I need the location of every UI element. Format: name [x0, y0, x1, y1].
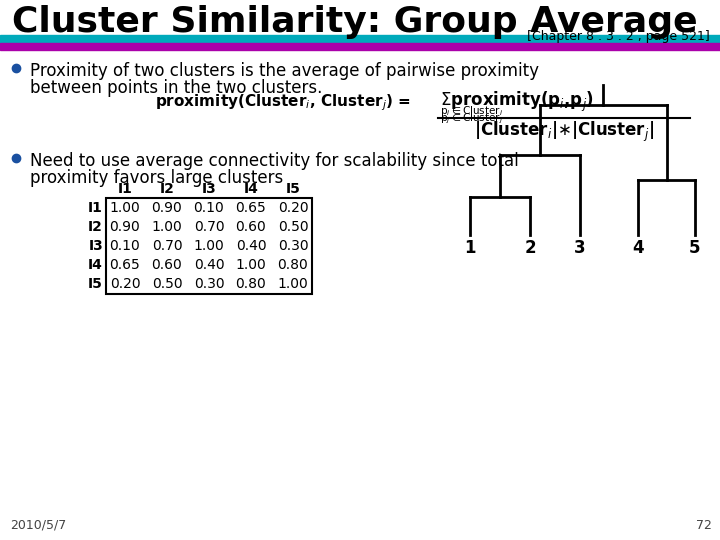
Text: I2: I2: [88, 220, 103, 234]
Text: 0.65: 0.65: [109, 258, 140, 272]
Text: 0.80: 0.80: [278, 258, 308, 272]
Text: I5: I5: [286, 182, 300, 196]
Bar: [106, 198, 312, 294]
Text: 0.10: 0.10: [194, 201, 225, 215]
Text: |Cluster$_i$|$\ast$|Cluster$_j$|: |Cluster$_i$|$\ast$|Cluster$_j$|: [474, 120, 654, 144]
Text: 1.00: 1.00: [109, 201, 140, 215]
Text: 0.40: 0.40: [235, 239, 266, 253]
Text: between points in the two clusters.: between points in the two clusters.: [30, 79, 323, 97]
Text: 2010/5/7: 2010/5/7: [10, 519, 66, 532]
Text: 0.65: 0.65: [235, 201, 266, 215]
Text: 0.90: 0.90: [109, 220, 140, 234]
Text: 0.30: 0.30: [194, 277, 225, 291]
Text: 0.10: 0.10: [109, 239, 140, 253]
Text: I3: I3: [89, 239, 103, 253]
Text: 5: 5: [689, 239, 701, 257]
Text: proximity favors large clusters: proximity favors large clusters: [30, 169, 283, 187]
Text: I4: I4: [88, 258, 103, 272]
Text: 0.70: 0.70: [194, 220, 225, 234]
Text: $\Sigma$proximity(p$_i$,p$_j$): $\Sigma$proximity(p$_i$,p$_j$): [440, 90, 594, 114]
Text: 0.70: 0.70: [152, 239, 182, 253]
Text: I2: I2: [160, 182, 174, 196]
Text: I4: I4: [243, 182, 258, 196]
Text: 0.60: 0.60: [152, 258, 182, 272]
Text: p$_i$$\in$Cluster$_i$: p$_i$$\in$Cluster$_i$: [440, 104, 503, 118]
Text: p$_j$$\in$Cluster$_j$: p$_j$$\in$Cluster$_j$: [440, 112, 503, 126]
Text: 0.40: 0.40: [194, 258, 225, 272]
Text: I1: I1: [117, 182, 132, 196]
Text: 0.20: 0.20: [278, 201, 308, 215]
Text: 4: 4: [632, 239, 644, 257]
Text: 0.20: 0.20: [109, 277, 140, 291]
Text: 0.60: 0.60: [235, 220, 266, 234]
Text: 1.00: 1.00: [152, 220, 182, 234]
Bar: [0, 35, 720, 43]
Text: 0.80: 0.80: [235, 277, 266, 291]
Text: 1.00: 1.00: [194, 239, 225, 253]
Text: 1.00: 1.00: [235, 258, 266, 272]
Bar: [0, 43, 720, 50]
Text: 0.30: 0.30: [278, 239, 308, 253]
Text: 72: 72: [696, 519, 712, 532]
Text: Cluster Similarity: Group Average: Cluster Similarity: Group Average: [12, 5, 698, 39]
Text: proximity(Cluster$_i$, Cluster$_j$) =: proximity(Cluster$_i$, Cluster$_j$) =: [155, 92, 411, 113]
Text: I5: I5: [88, 277, 103, 291]
Text: Proximity of two clusters is the average of pairwise proximity: Proximity of two clusters is the average…: [30, 62, 539, 80]
Text: 2: 2: [524, 239, 536, 257]
Text: Need to use average connectivity for scalability since total: Need to use average connectivity for sca…: [30, 152, 518, 170]
Text: I1: I1: [88, 201, 103, 215]
Text: 0.50: 0.50: [152, 277, 182, 291]
Text: I3: I3: [202, 182, 217, 196]
Text: [Chapter 8 . 3 . 2 , page 521]: [Chapter 8 . 3 . 2 , page 521]: [527, 30, 710, 43]
Text: 1: 1: [464, 239, 476, 257]
Text: 0.90: 0.90: [152, 201, 182, 215]
Text: 0.50: 0.50: [278, 220, 308, 234]
Text: 1.00: 1.00: [278, 277, 308, 291]
Text: 3: 3: [574, 239, 586, 257]
